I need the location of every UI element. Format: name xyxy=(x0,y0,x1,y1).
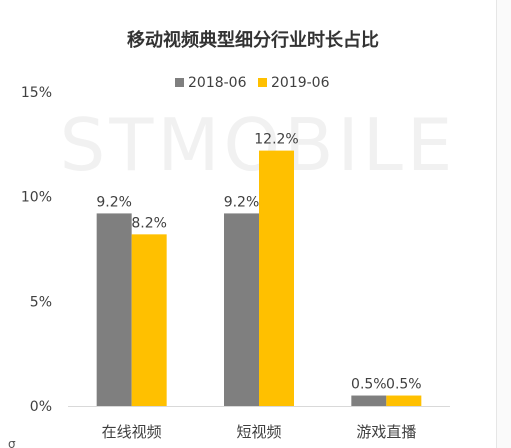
bar xyxy=(351,395,387,406)
right-edge-strip xyxy=(496,0,511,448)
bar-value-label: 0.5% xyxy=(386,377,422,393)
bar-value-label: 0.5% xyxy=(351,377,387,393)
x-tick-label: 在线视频 xyxy=(102,423,162,441)
y-tick-label: 0% xyxy=(30,399,52,415)
chart-title: 移动视频典型细分行业时长占比 xyxy=(127,29,379,51)
legend-swatch-2019 xyxy=(258,78,267,87)
y-tick-label: 15% xyxy=(21,85,52,101)
data-labels: 9.2% 8.2% 9.2% 12.2% 0.5% 0.5% xyxy=(96,132,421,393)
bar-value-label: 8.2% xyxy=(131,215,167,231)
y-tick-label: 5% xyxy=(30,294,52,310)
bar-value-label: 12.2% xyxy=(254,132,298,148)
bar-value-label: 9.2% xyxy=(224,194,260,210)
legend-label-2019: 2019-06 xyxy=(271,75,330,91)
corner-fragment: σ xyxy=(8,437,16,448)
legend-swatch-2018 xyxy=(175,78,184,87)
bar-value-label: 9.2% xyxy=(96,194,132,210)
x-tick-label: 游戏直播 xyxy=(356,423,416,441)
legend: 2018-06 2019-06 xyxy=(175,75,330,91)
bar xyxy=(96,213,132,406)
x-axis: 在线视频 短视频 游戏直播 xyxy=(102,423,417,441)
y-axis: 0% 5% 10% 15% xyxy=(21,85,52,415)
legend-label-2018: 2018-06 xyxy=(188,75,247,91)
bar xyxy=(131,234,167,406)
watermark-text: STMOBILE xyxy=(60,103,457,187)
bar xyxy=(259,150,294,406)
bar xyxy=(224,213,259,406)
bars-group xyxy=(96,150,422,406)
x-tick-label: 短视频 xyxy=(236,423,281,441)
y-tick-label: 10% xyxy=(21,190,52,206)
bar xyxy=(386,395,422,406)
